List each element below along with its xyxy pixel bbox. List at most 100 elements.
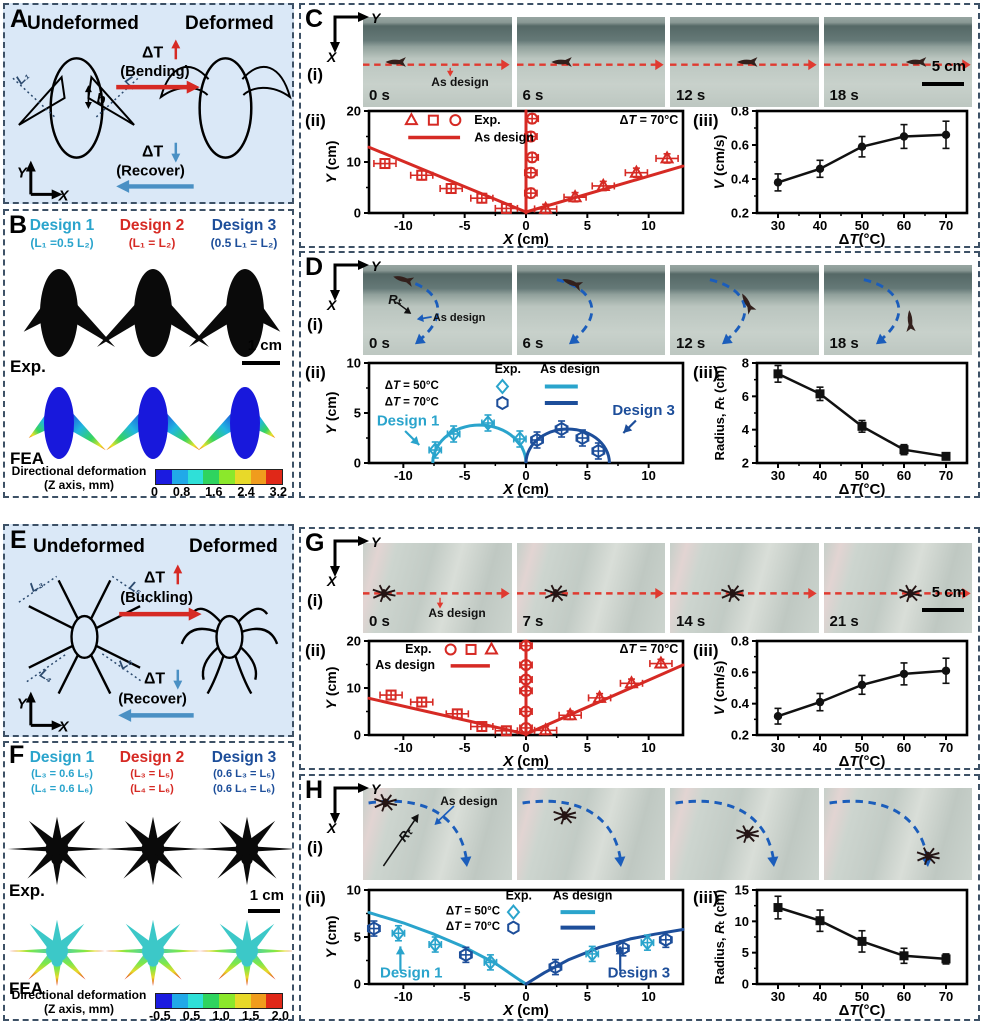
photo-overlay (516, 584, 664, 603)
svg-text:0: 0 (522, 468, 529, 483)
colorbar-segment (250, 470, 267, 484)
svg-text:40: 40 (813, 740, 827, 755)
experiment-photo: 21 s 5 cm (823, 543, 972, 633)
timestamp: 0 s (369, 87, 390, 104)
svg-text:40: 40 (813, 989, 827, 1004)
colorbar-segment (234, 994, 251, 1008)
svg-text:0: 0 (522, 989, 529, 1004)
photo-overlay (828, 799, 940, 867)
label-l6: L₆ (116, 653, 135, 673)
scale-bar (922, 607, 964, 612)
experiment-photo: 14 s (670, 543, 819, 633)
photo-overlay (363, 57, 510, 77)
svg-text:10: 10 (641, 468, 655, 483)
axis-x-label: X (58, 188, 70, 202)
svg-text:0.2: 0.2 (731, 728, 749, 743)
panel-b-letter: B (9, 211, 28, 239)
svg-text:70: 70 (939, 468, 953, 483)
fish-robot (550, 57, 572, 67)
design3-name: Design 3 (211, 217, 277, 234)
svg-text:-5: -5 (459, 740, 471, 755)
svg-text:Exp.: Exp. (506, 888, 532, 902)
svg-text:60: 60 (897, 989, 911, 1004)
svg-text:50: 50 (855, 218, 869, 233)
svg-text:0: 0 (522, 740, 529, 755)
panel-g-letter: G (305, 529, 325, 557)
svg-text:0: 0 (742, 977, 749, 992)
svg-text:X (cm): X (cm) (502, 481, 549, 497)
timestamp: 12 s (676, 335, 706, 352)
svg-text:30: 30 (771, 989, 785, 1004)
svg-text:ΔT(°C): ΔT(°C) (839, 481, 886, 497)
svg-text:60: 60 (897, 740, 911, 755)
photo-overlay (393, 276, 440, 345)
svg-text:10: 10 (347, 884, 361, 898)
colorbar-title-line2: (Z axis, mm) (43, 477, 115, 492)
experiment-photo (823, 788, 972, 880)
sub-ii-label: (ii) (305, 111, 326, 130)
panel-c: C Y X (i) 0 s As design 6 s 12 s 18 s 5 … (299, 3, 980, 248)
timestamp: 14 s (676, 613, 706, 630)
as-design-annotation: As design (432, 311, 486, 324)
sub-i-label: (i) (307, 315, 324, 334)
as-design-annotation: As design (428, 606, 486, 620)
photo-strip: Rₜ As design (363, 788, 972, 880)
svg-text:Y: Y (371, 258, 381, 274)
photo-overlay (709, 278, 757, 345)
chart-d-ii: -10 -5 0 5 10 0 5 10 X (cm) Y (cm) Exp. As design ΔT… (323, 357, 685, 497)
svg-text:0.4: 0.4 (731, 172, 750, 187)
svg-text:ΔT(°C): ΔT(°C) (839, 231, 886, 247)
colorbar-title-line1: Directional deformation (11, 988, 147, 1002)
panel-f: F Design 1 Design 2 Design 3 (L₃ = 0.6 L… (3, 741, 294, 1023)
design1-formula1: (L₃ = 0.6 L₅) (31, 768, 93, 780)
svg-text:10: 10 (641, 218, 655, 233)
svg-text:5: 5 (742, 945, 749, 960)
photo-overlay (516, 57, 664, 71)
photo-axes-glyph: Y X (326, 10, 381, 63)
chart-g-ii: -10 -5 0 5 10 0 10 20 X (cm) Y (cm) Exp. As design Δ… (323, 635, 685, 769)
fea-spider-silhouettes (9, 919, 292, 986)
panel-d-letter: D (305, 253, 324, 281)
svg-text:As design: As design (474, 131, 534, 145)
sub-iii-label: (iii) (693, 888, 719, 907)
design2-formula2: (L₄ = L₆) (130, 783, 174, 795)
svg-text:Exp.: Exp. (405, 642, 431, 656)
spider-schematic: L₃ L₅ L₄ L₆ ΔT (Buckling) ΔT (Recover) Y… (17, 564, 279, 735)
svg-text:2: 2 (742, 456, 749, 471)
colorbar-title: Directional deformation (Z axis, mm) (7, 464, 151, 493)
panel-f-letter: F (9, 741, 25, 769)
svg-text:-10: -10 (394, 468, 413, 483)
svg-text:ΔT = 70°C: ΔT = 70°C (446, 921, 500, 933)
label-buckling: (Buckling) (120, 590, 193, 606)
sub-ii-label: (ii) (305, 888, 326, 907)
fish-schematic: L₁ L₂ b ΔT (Bending) ΔT (Recover) Y X (12, 39, 292, 202)
svg-text:5: 5 (354, 406, 361, 421)
svg-text:8: 8 (742, 357, 749, 371)
design3-formula2: (0.6 L₄ = L₆) (213, 783, 275, 795)
fish-robot (737, 57, 758, 67)
svg-text:60: 60 (897, 218, 911, 233)
svg-text:Exp.: Exp. (474, 113, 500, 127)
exp-row-label: Exp. (9, 881, 45, 900)
colorbar-segment (266, 470, 282, 484)
scale-label: 1 cm (249, 887, 284, 904)
svg-text:Design 1: Design 1 (380, 964, 443, 981)
colorbar-segment (266, 994, 282, 1008)
chart-h-ii: -10 -5 0 5 10 0 5 10 X (cm) Y (cm) Exp. As design ΔT… (323, 884, 685, 1018)
svg-text:As design: As design (540, 362, 600, 376)
svg-text:6: 6 (742, 389, 749, 404)
svg-text:70: 70 (939, 218, 953, 233)
svg-text:0: 0 (522, 218, 529, 233)
sub-i-label: (i) (307, 65, 324, 84)
svg-text:10: 10 (641, 989, 655, 1004)
svg-text:Y (cm): Y (cm) (323, 667, 339, 710)
label-b: b (96, 92, 105, 108)
photo-overlay (670, 584, 817, 603)
trajectory-dashed-arc (863, 278, 900, 344)
svg-text:0.2: 0.2 (731, 206, 749, 221)
fish-robot (905, 310, 916, 332)
svg-text:-5: -5 (459, 989, 471, 1004)
label-dt-recover: ΔT (142, 144, 163, 161)
spider-robot (374, 793, 398, 812)
svg-text:ΔT = 50°C: ΔT = 50°C (446, 905, 500, 917)
